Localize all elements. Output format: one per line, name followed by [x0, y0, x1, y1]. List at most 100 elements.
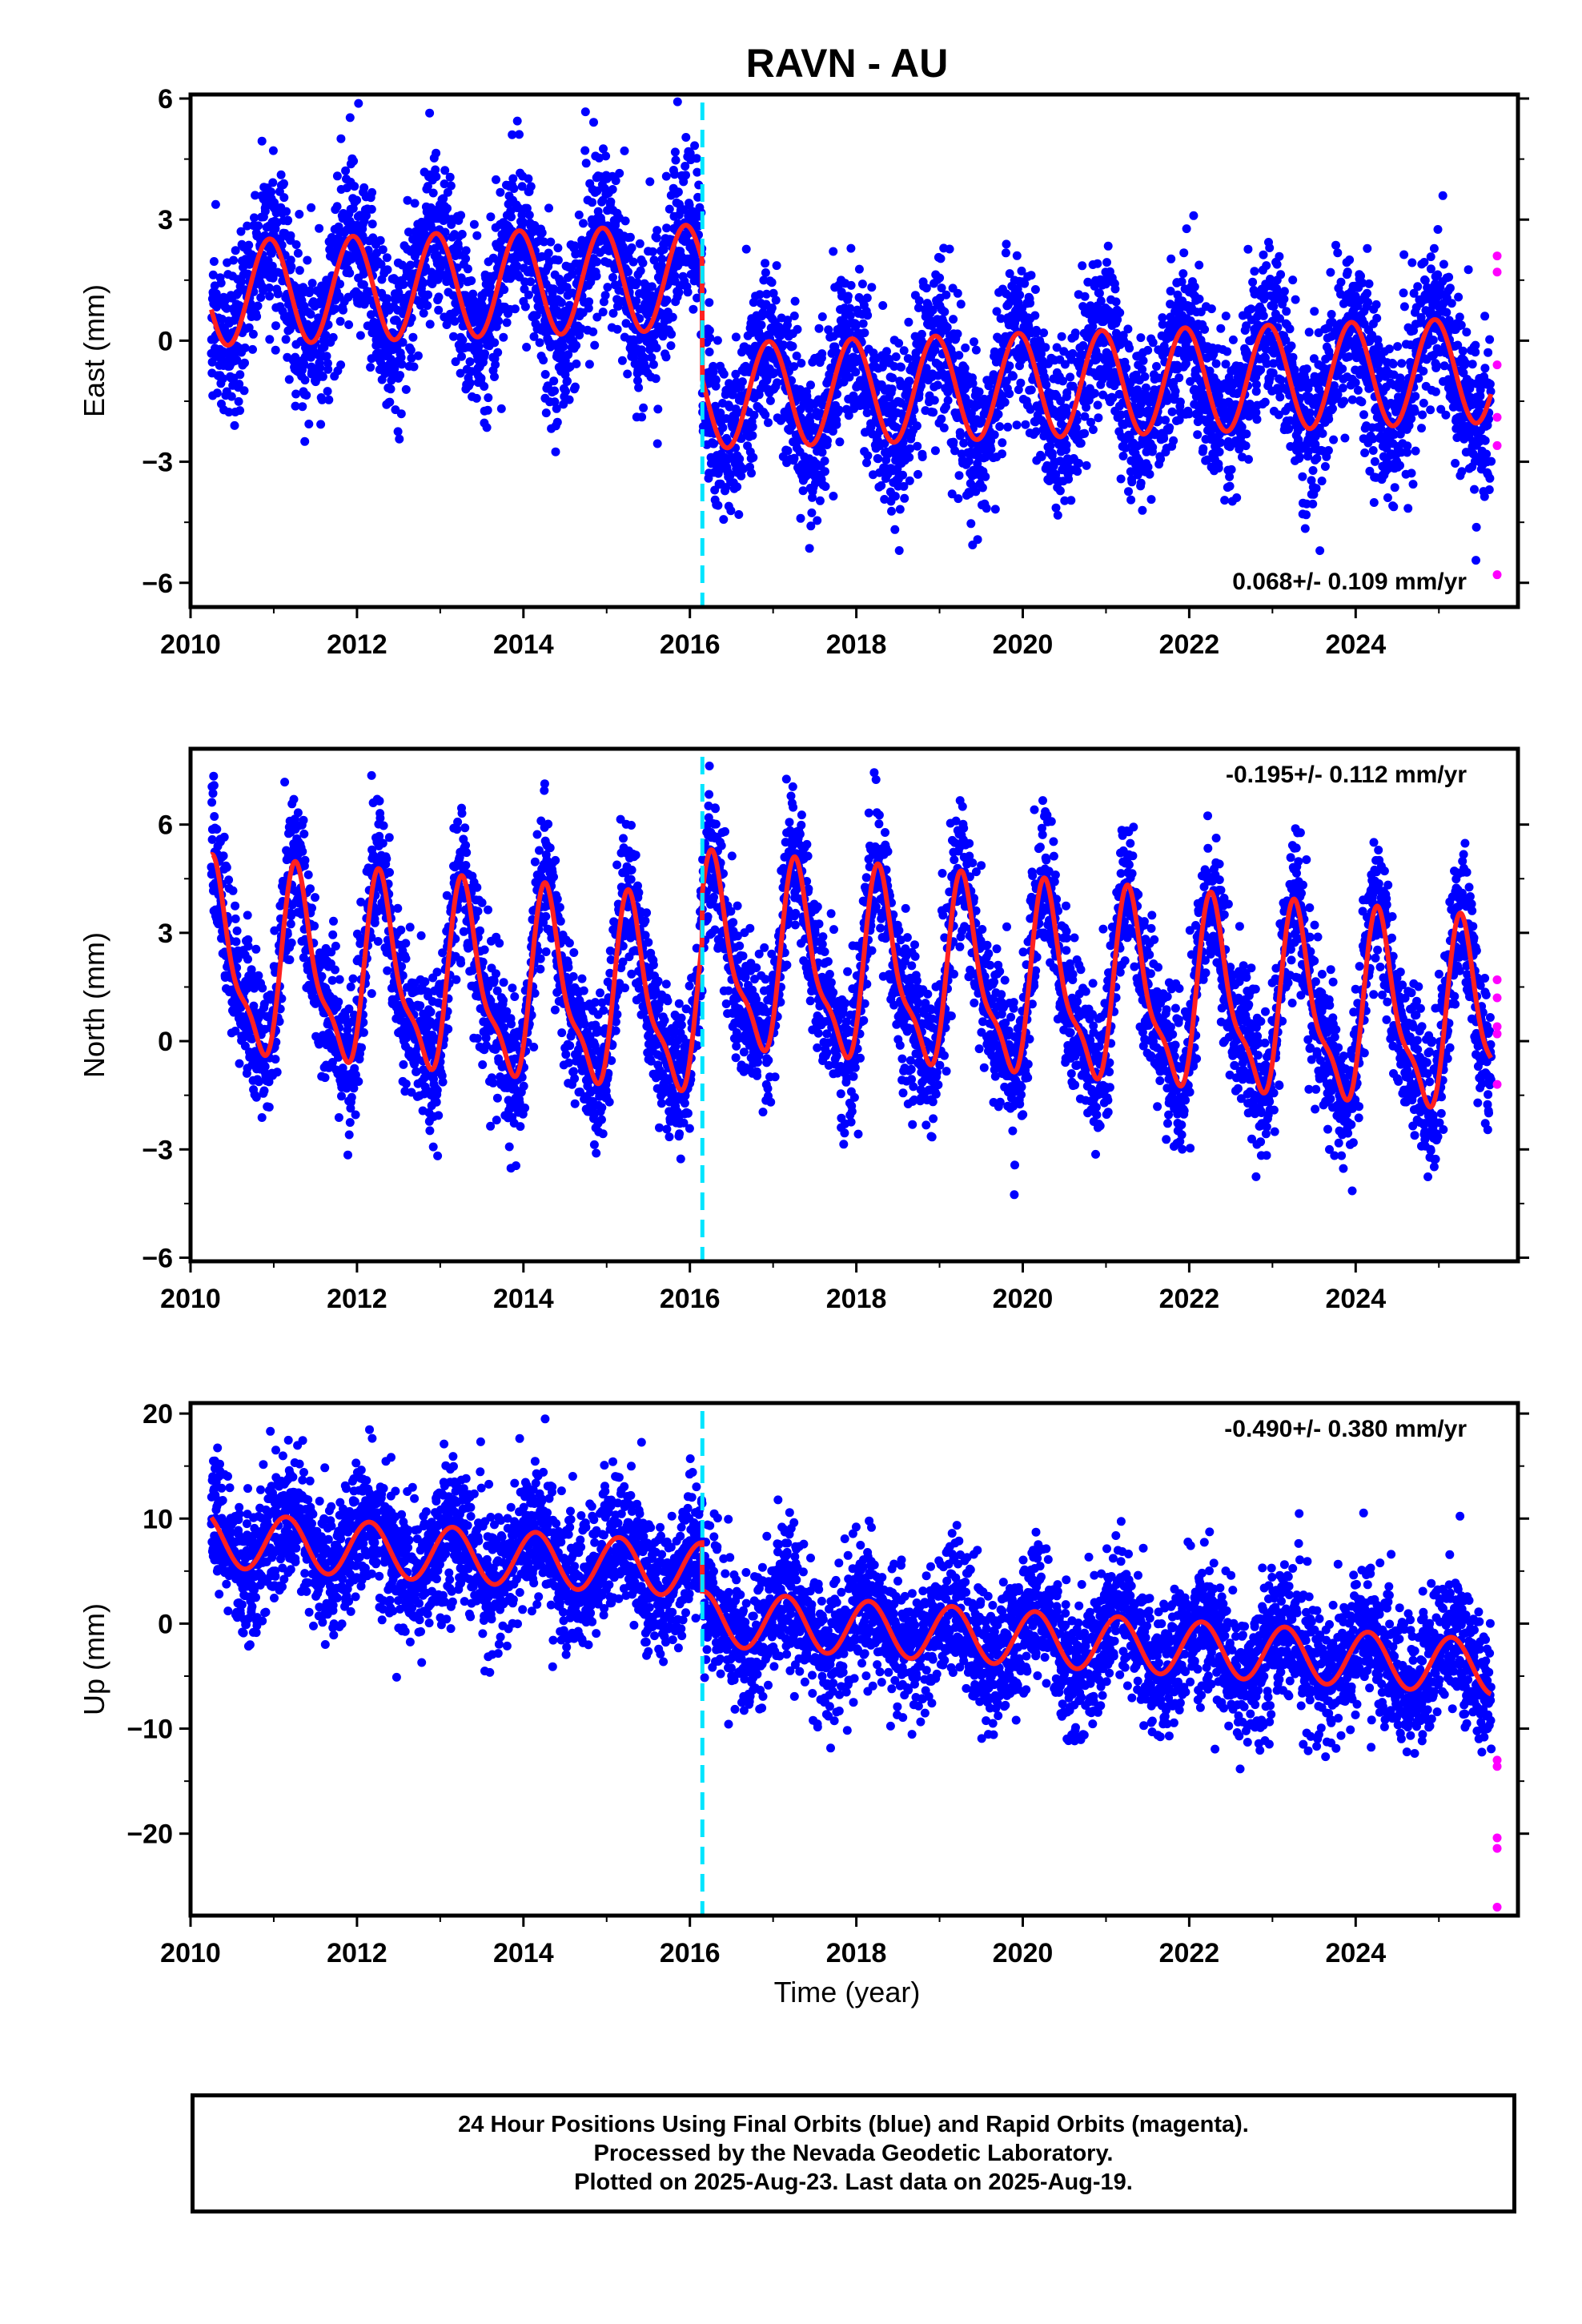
data-point	[634, 383, 644, 392]
data-point	[419, 308, 428, 318]
data-point	[608, 272, 617, 282]
data-point	[299, 359, 308, 368]
data-point	[635, 239, 644, 248]
data-point	[608, 185, 617, 194]
data-point	[942, 290, 951, 300]
data-point	[472, 393, 481, 403]
data-point	[443, 187, 452, 197]
data-point	[592, 271, 601, 281]
data-point	[978, 483, 987, 493]
data-point	[440, 227, 450, 237]
data-point	[806, 380, 815, 390]
data-point	[243, 221, 252, 231]
data-point	[1324, 414, 1334, 424]
data-point	[300, 436, 310, 446]
data-point	[345, 268, 355, 278]
data-point	[1326, 267, 1335, 277]
data-point	[1090, 388, 1099, 398]
data-point	[428, 188, 438, 198]
data-point	[961, 343, 970, 352]
data-point	[1111, 297, 1121, 307]
data-point	[409, 362, 419, 372]
data-point	[270, 198, 279, 207]
data-point	[1167, 407, 1177, 416]
data-point	[295, 266, 304, 275]
data-point	[507, 212, 516, 222]
data-point	[482, 423, 492, 432]
data-point	[1159, 434, 1169, 443]
data-point	[1086, 417, 1095, 427]
data-point	[898, 470, 907, 480]
data-point	[929, 408, 938, 417]
data-point	[1215, 447, 1224, 456]
data-point	[267, 261, 277, 271]
data-point	[1370, 456, 1379, 466]
data-point	[1308, 466, 1318, 475]
data-point	[912, 421, 921, 431]
data-point	[994, 409, 1003, 419]
data-point	[1136, 333, 1146, 343]
data-point	[1080, 428, 1090, 438]
data-point	[1372, 313, 1382, 323]
data-point	[1199, 444, 1208, 453]
data-point	[250, 213, 259, 223]
data-point	[1138, 356, 1148, 365]
data-point	[857, 279, 867, 289]
data-point	[1295, 452, 1304, 462]
data-point	[535, 338, 544, 348]
data-point	[306, 286, 315, 296]
data-point	[954, 351, 964, 360]
data-point	[1140, 372, 1150, 381]
data-point	[235, 380, 244, 389]
data-point	[797, 359, 806, 368]
data-point	[1389, 502, 1399, 512]
data-point	[1287, 341, 1296, 351]
data-point	[211, 289, 221, 299]
data-point	[598, 308, 608, 317]
data-point	[472, 231, 482, 240]
data-point	[1148, 443, 1158, 452]
data-point	[563, 376, 572, 386]
data-point	[335, 279, 344, 289]
data-point	[1125, 344, 1134, 353]
data-point	[1207, 304, 1216, 314]
data-point	[323, 320, 333, 329]
data-point	[212, 388, 222, 398]
data-point	[211, 199, 220, 209]
data-point	[945, 244, 954, 254]
data-point	[556, 298, 566, 308]
data-point	[336, 360, 346, 370]
data-point	[805, 544, 814, 553]
data-point	[1290, 365, 1299, 375]
data-point	[564, 395, 574, 404]
data-point	[914, 296, 924, 305]
data-point	[937, 414, 946, 424]
data-point	[1174, 373, 1184, 383]
data-point	[1220, 496, 1230, 505]
data-point	[425, 108, 435, 118]
data-point	[668, 312, 677, 322]
data-point	[1012, 420, 1022, 430]
data-point	[1338, 364, 1347, 374]
data-point	[1002, 239, 1011, 249]
data-point	[1251, 380, 1261, 389]
data-point	[244, 323, 254, 332]
data-point	[905, 452, 914, 462]
data-point	[486, 212, 496, 222]
data-point	[234, 396, 243, 406]
data-point	[1145, 469, 1154, 479]
data-point	[711, 376, 721, 385]
data-point	[431, 165, 440, 175]
data-point	[935, 273, 945, 283]
data-point	[1265, 243, 1275, 252]
data-point	[518, 217, 528, 227]
data-point	[731, 332, 741, 342]
data-point	[789, 312, 799, 320]
data-point	[1070, 328, 1080, 338]
data-point	[1211, 359, 1221, 368]
data-point	[236, 227, 246, 236]
data-point	[1094, 413, 1103, 423]
data-point	[252, 312, 262, 321]
data-point	[1189, 211, 1199, 220]
data-point	[293, 248, 303, 258]
